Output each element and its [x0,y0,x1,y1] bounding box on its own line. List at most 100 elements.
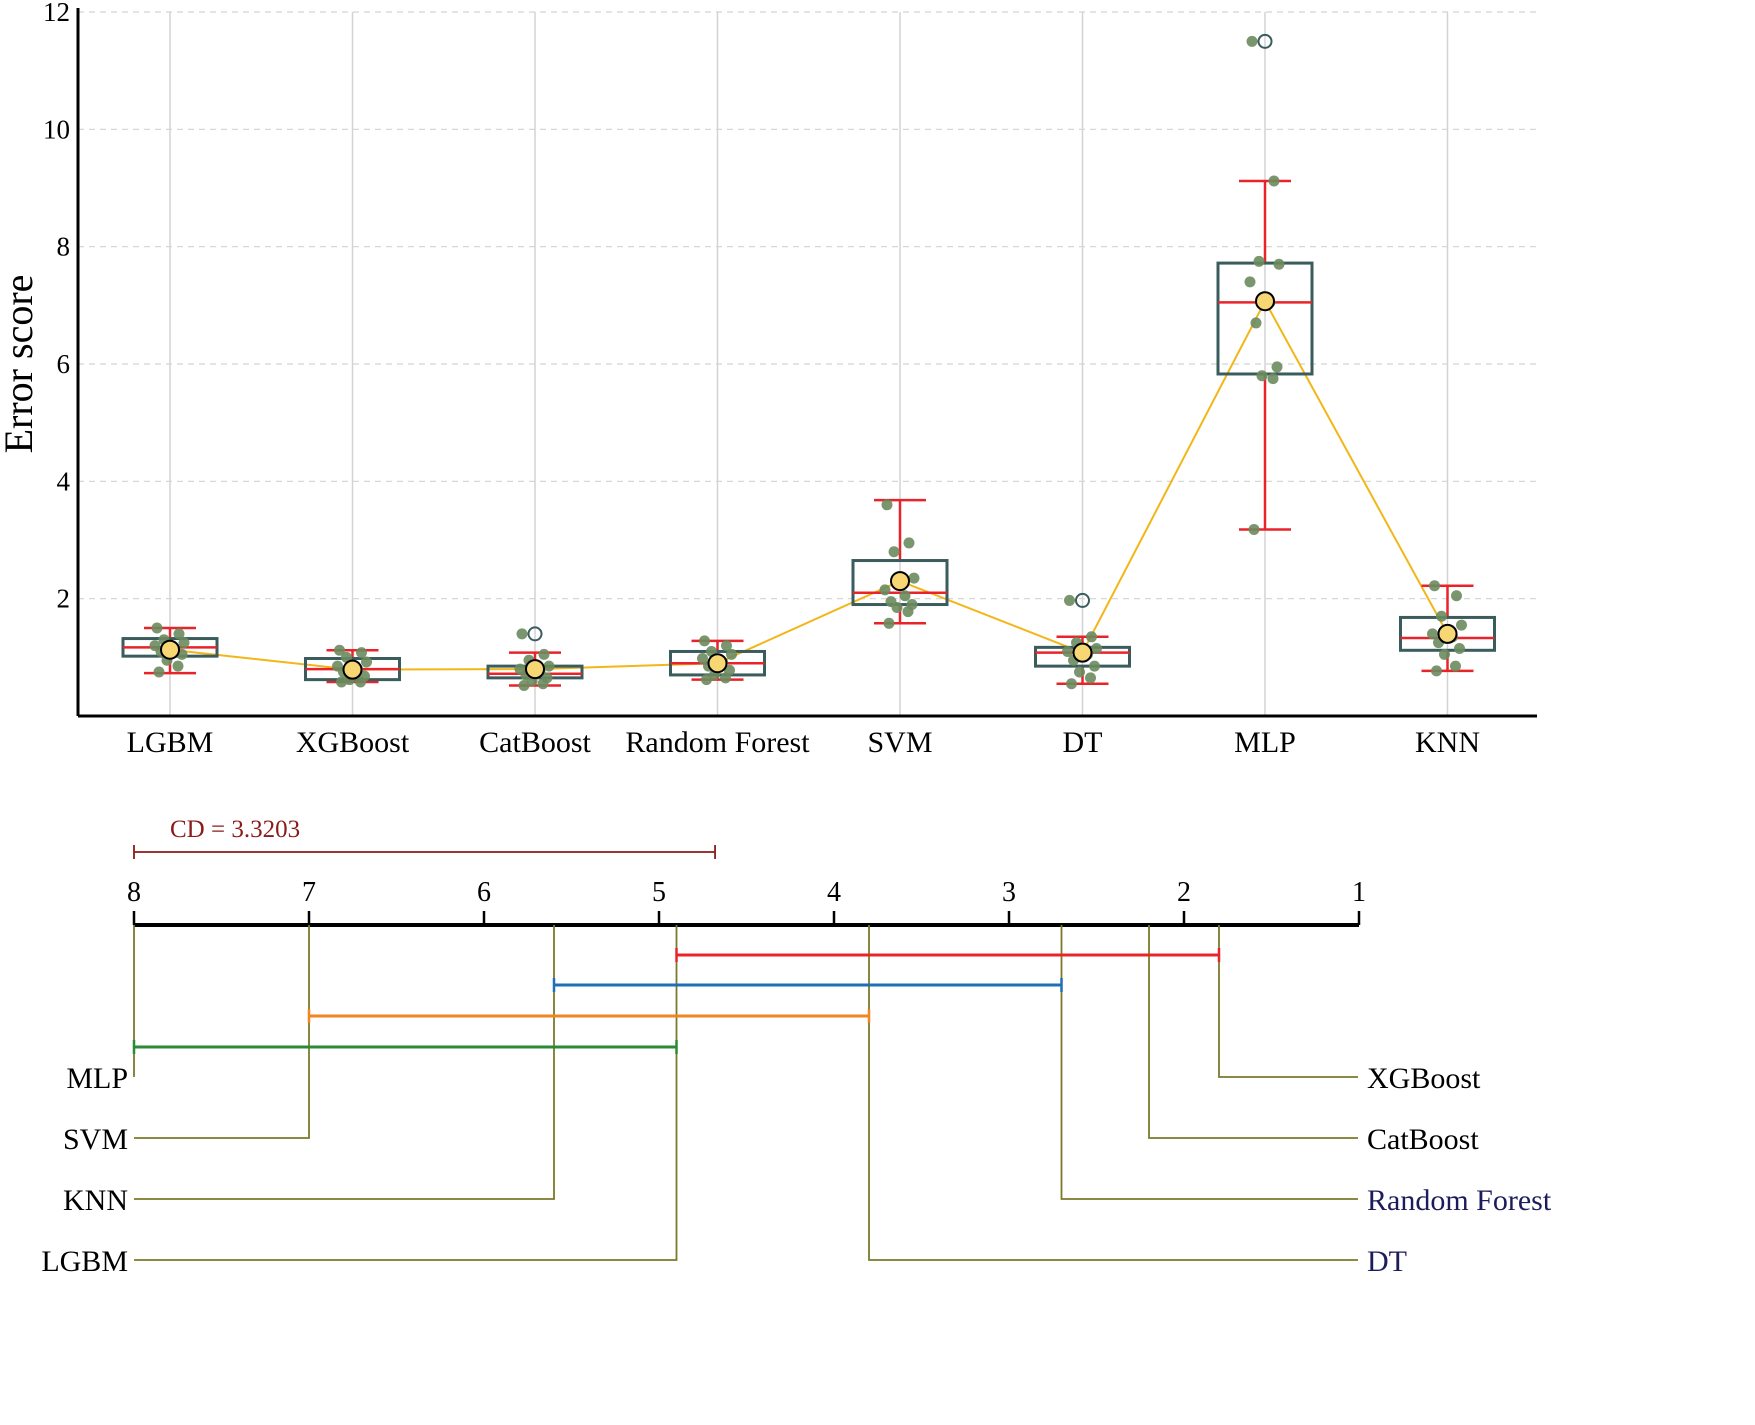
rank-tick-label: 4 [827,877,841,908]
data-point [543,660,555,672]
x-tick-label: SVM [867,726,932,759]
mean-marker [707,653,728,674]
box-xgboost [304,644,401,688]
rank-tick-label: 5 [652,877,666,908]
data-point [908,572,920,584]
data-point [518,679,530,691]
data-point [720,672,731,684]
rank-tick-label: 2 [1177,877,1191,908]
rank-tick-label: 8 [127,877,141,908]
data-point [178,637,190,649]
rank-tick-label: 6 [477,877,491,908]
data-point [1429,580,1440,592]
data-point [891,601,903,613]
x-tick-label: XGBoost [296,726,410,759]
data-point [1250,317,1262,329]
data-point [699,635,710,647]
x-tick-label: Random Forest [625,726,810,759]
box-dt [1034,592,1131,690]
rank-connector [1060,925,1358,1200]
data-point [1456,619,1467,631]
data-point [726,648,737,660]
box-marks [121,33,1496,691]
y-tick-label: 8 [57,232,71,262]
outlier-point [1075,592,1090,608]
rank-tick-label: 3 [1002,877,1016,908]
y-tick-label: 10 [43,114,70,144]
rank-connector [134,925,678,1261]
data-point [1074,666,1085,678]
method-label: Random Forest [1367,1184,1552,1217]
data-point [1436,610,1447,622]
data-point [1253,255,1265,267]
rank-connector [134,925,310,1139]
method-label: MLP [66,1062,128,1095]
data-point [1454,643,1465,655]
data-point [879,584,891,596]
x-tick-label: DT [1063,726,1103,759]
data-point [899,590,911,602]
outlier-point [527,626,543,642]
data-point [1431,665,1442,677]
box-plot: 2 4 6 8 10 12 LGBM XGBoost CatBoost Random Forest… [0,0,1537,759]
mean-marker [890,571,910,592]
data-point [883,617,895,629]
data-point [356,647,367,659]
x-tick-label: KNN [1415,726,1480,759]
y-tick-label: 2 [57,584,71,614]
data-point [1086,631,1097,643]
data-point [888,546,900,558]
data-point [151,622,163,634]
critical-difference-diagram: CD = 3.3203 8 7 6 5 4 3 2 1 MLP SVM KNN LGBM XGBoost C… [41,816,1552,1278]
grid [78,11,1537,716]
box-mlp [1216,33,1314,535]
data-point [355,676,366,688]
data-point [1244,276,1256,288]
data-point [1268,175,1280,187]
axes: 2 4 6 8 10 12 LGBM XGBoost CatBoost Random Forest… [43,0,1537,759]
x-tick-label: CatBoost [479,726,591,759]
mean-trend-line [169,299,1449,671]
data-point [1273,258,1285,270]
mean-marker [525,659,545,680]
y-tick-label: 4 [57,466,71,496]
data-point [537,678,549,690]
data-point [1450,660,1461,672]
data-point [516,628,528,640]
data-point [172,660,184,672]
method-label: XGBoost [1367,1062,1481,1095]
data-point [361,656,372,668]
data-point [1091,643,1102,655]
box-svm [851,498,949,629]
data-point [1064,594,1075,606]
rank-connector [134,925,555,1200]
data-point [1062,645,1073,657]
data-point [1256,370,1268,382]
y-tick-label: 12 [43,0,70,27]
data-point [173,628,185,640]
box-knn [1399,580,1496,677]
data-point [697,653,708,665]
box-lgbm [121,622,219,678]
data-point [881,499,893,511]
x-tick-label: MLP [1234,726,1296,759]
mean-marker [1255,291,1275,312]
mean-marker [342,659,363,680]
data-point [903,537,915,549]
rank-connector [1148,925,1358,1139]
data-point [1246,35,1258,47]
method-label: DT [1367,1245,1407,1278]
data-point [334,644,345,656]
data-point [1248,523,1260,535]
method-label: KNN [63,1184,128,1217]
box-random-forest [669,635,766,686]
data-point [1267,373,1279,385]
rank-tick-label: 1 [1352,877,1366,908]
method-label: LGBM [41,1245,128,1278]
data-point [902,606,914,618]
outlier-point [1257,33,1273,49]
box-catboost [486,626,584,691]
data-point [1439,648,1450,660]
x-tick-label: LGBM [127,726,214,759]
